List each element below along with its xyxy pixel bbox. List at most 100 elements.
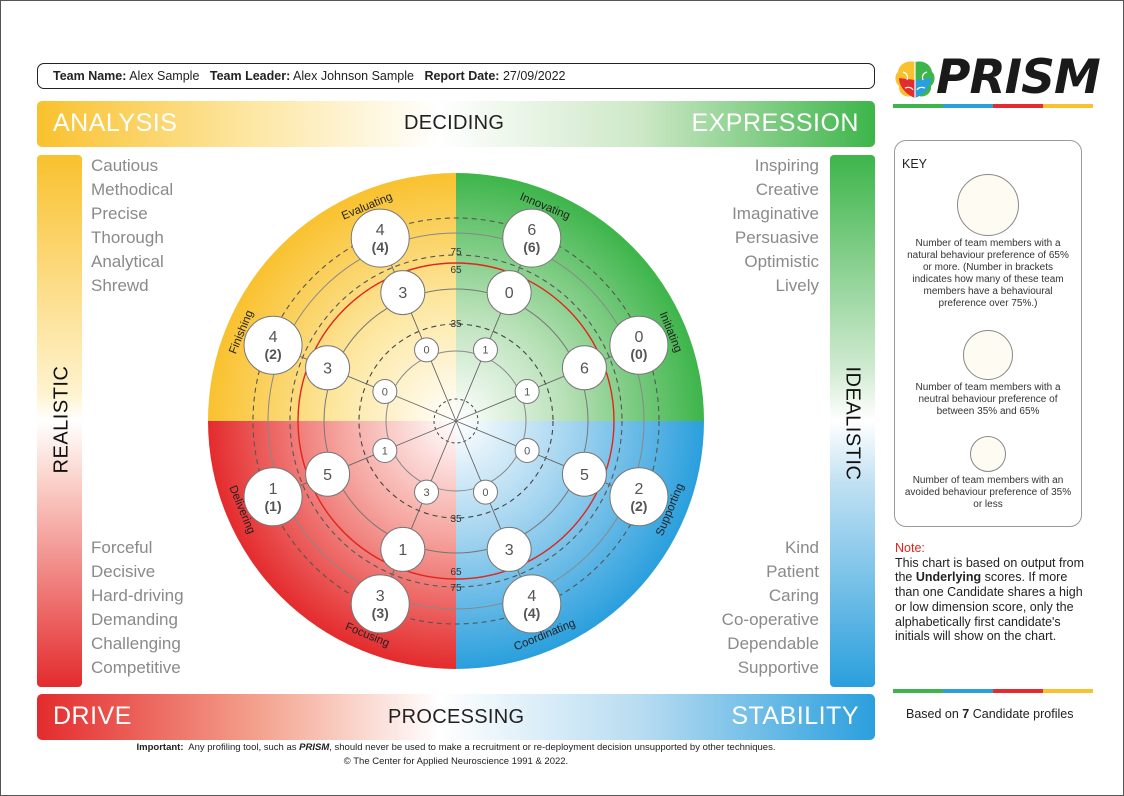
deciding-label: DECIDING [404, 112, 505, 134]
avoided-circle-finishing: 0 [372, 379, 398, 405]
expression-label: EXPRESSION [691, 109, 859, 137]
trait-item: Thorough [91, 228, 164, 247]
trait-item: Patient [766, 562, 819, 581]
natural-circle-innovating: 6(6) [502, 208, 562, 268]
circle-over75: (2) [630, 498, 647, 514]
trait-item: Demanding [91, 610, 178, 629]
circle-count: 0 [505, 285, 514, 302]
trait-item: Competitive [91, 658, 181, 677]
based-prefix: Based on [906, 707, 963, 721]
ring-value-label: 75 [450, 583, 462, 594]
bottom-color-bar [893, 689, 1093, 693]
trait-item: Imaginative [732, 204, 819, 223]
key-natural-desc: Number of team members with a natural be… [907, 238, 1069, 309]
circle-over75: (0) [630, 346, 647, 362]
report-date: 27/09/2022 [502, 69, 566, 83]
brand-name: PRISM [299, 742, 330, 753]
bottom-band: DRIVE PROCESSING STABILITY [37, 694, 875, 740]
team-name-label: Team Name: [53, 69, 127, 83]
expression-traits: Inspiring Creative Imaginative Persuasiv… [732, 154, 819, 298]
natural-circle-initiating: 0(0) [609, 315, 669, 375]
circle-over75: (6) [523, 239, 540, 255]
left-band [37, 155, 82, 687]
key-neutral-circle [963, 330, 1013, 380]
footer-copyright: © The Center for Applied Neuroscience 19… [343, 756, 569, 767]
neutral-circle-coordinating: 3 [486, 526, 532, 572]
logo-bar-yellow [1043, 104, 1093, 108]
circle-count: 0 [382, 386, 388, 398]
circle-count: 4 [376, 222, 385, 239]
team-name: Alex Sample [129, 69, 200, 83]
natural-circle-supporting: 2(2) [609, 467, 669, 527]
circle-count: 5 [323, 467, 332, 484]
bottom-bar-yellow [1043, 689, 1093, 693]
circle-count: 3 [323, 360, 332, 377]
circle-over75: (1) [265, 498, 282, 514]
trait-item: Creative [755, 180, 819, 199]
key-avoided-desc: Number of team members with an avoided b… [904, 475, 1072, 510]
key-panel [894, 140, 1082, 527]
ring-value-label: 65 [450, 567, 462, 578]
circle-over75: (4) [523, 605, 540, 621]
circle-count: 0 [423, 345, 429, 357]
trait-item: Decisive [91, 562, 156, 581]
top-band: ANALYSIS DECIDING EXPRESSION [37, 101, 875, 147]
trait-item: Co-operative [721, 610, 819, 629]
avoided-circle-delivering: 1 [372, 437, 398, 463]
circle-count: 2 [634, 481, 643, 498]
trait-item: Analytical [91, 252, 164, 271]
circle-count: 3 [423, 487, 429, 499]
circle-count: 3 [376, 588, 385, 605]
ring-mid [323, 288, 589, 554]
circle-count: 4 [527, 588, 536, 605]
neutral-circle-innovating: 0 [486, 270, 532, 316]
key-natural-circle [957, 174, 1019, 236]
report-date-label: Report Date: [424, 69, 500, 83]
logo-bar-red [993, 104, 1043, 108]
key-avoided-circle [970, 436, 1006, 472]
avoided-circle-supporting: 0 [514, 437, 540, 463]
neutral-circle-delivering: 5 [305, 451, 351, 497]
natural-circle-delivering: 1(1) [243, 467, 303, 527]
ring-value-label: 65 [450, 265, 462, 276]
ring-center [433, 398, 479, 444]
circle-over75: (2) [265, 346, 282, 362]
neutral-circle-initiating: 6 [561, 345, 607, 391]
circle-count: 1 [398, 542, 407, 559]
analysis-traits: Cautious Methodical Precise Thorough Ana… [91, 154, 173, 298]
note-bold: Underlying [915, 570, 982, 585]
trait-item: Optimistic [744, 252, 819, 271]
ring-75 [289, 254, 623, 588]
circle-count: 3 [398, 285, 407, 302]
avoided-circle-focusing: 3 [414, 479, 440, 505]
stability-label: STABILITY [731, 702, 859, 730]
report-header: Team Name: Alex Sample Team Leader: Alex… [37, 63, 875, 89]
circle-count: 0 [524, 445, 530, 457]
bottom-bar-red [993, 689, 1043, 693]
avoided-circle-evaluating: 0 [414, 337, 440, 363]
trait-item: Challenging [91, 634, 181, 653]
bottom-bar-blue [943, 689, 993, 693]
trait-item: Precise [91, 204, 148, 223]
circle-count: 1 [482, 345, 488, 357]
prism-brain-icon [895, 61, 935, 98]
circle-count: 1 [382, 445, 388, 457]
right-band [830, 155, 875, 687]
drive-label: DRIVE [53, 702, 132, 730]
trait-item: Dependable [727, 634, 819, 653]
team-leader-label: Team Leader: [209, 69, 291, 83]
natural-circle-focusing: 3(3) [350, 574, 410, 634]
note-text-2: scores. If more than one Candidate share… [895, 570, 1083, 644]
trait-item: Cautious [91, 156, 159, 175]
circle-over75: (4) [372, 239, 389, 255]
avoided-circle-coordinating: 0 [472, 479, 498, 505]
neutral-circle-supporting: 5 [561, 451, 607, 497]
based-on-text: Based on 7 Candidate profiles [906, 707, 1073, 721]
circle-count: 5 [580, 467, 589, 484]
avoided-circle-innovating: 1 [472, 337, 498, 363]
circle-count: 3 [505, 542, 514, 559]
drive-traits: Forceful Decisive Hard-driving Demanding… [91, 536, 184, 680]
important-label: Important: [136, 742, 184, 753]
natural-circle-finishing: 4(2) [243, 315, 303, 375]
